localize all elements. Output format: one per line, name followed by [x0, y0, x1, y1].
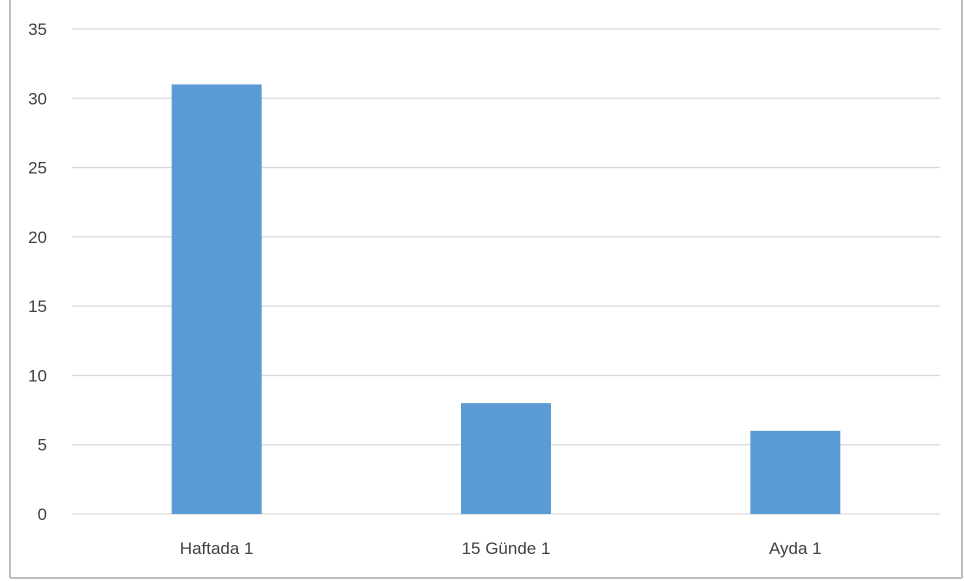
y-tick-label-20: 20 [28, 228, 47, 247]
y-axis-tick-labels: 0 5 10 15 20 25 30 35 [28, 20, 47, 524]
bar-15-günde-1 [461, 403, 551, 514]
y-tick-label-25: 25 [28, 159, 47, 178]
y-tick-label-30: 30 [28, 89, 47, 108]
x-tick-label-1: Haftada 1 [180, 539, 254, 558]
x-tick-label-2: 15 Günde 1 [462, 539, 551, 558]
x-axis-tick-labels: Haftada 1 15 Günde 1 Ayda 1 [180, 539, 822, 558]
bars [171, 84, 841, 514]
bar-ayda-1 [750, 430, 841, 514]
y-tick-label-35: 35 [28, 20, 47, 39]
y-tick-label-5: 5 [38, 436, 47, 455]
x-tick-label-3: Ayda 1 [769, 539, 822, 558]
y-tick-label-15: 15 [28, 297, 47, 316]
y-tick-label-10: 10 [28, 366, 47, 385]
bar-haftada-1 [171, 84, 262, 514]
y-tick-label-0: 0 [38, 505, 47, 524]
